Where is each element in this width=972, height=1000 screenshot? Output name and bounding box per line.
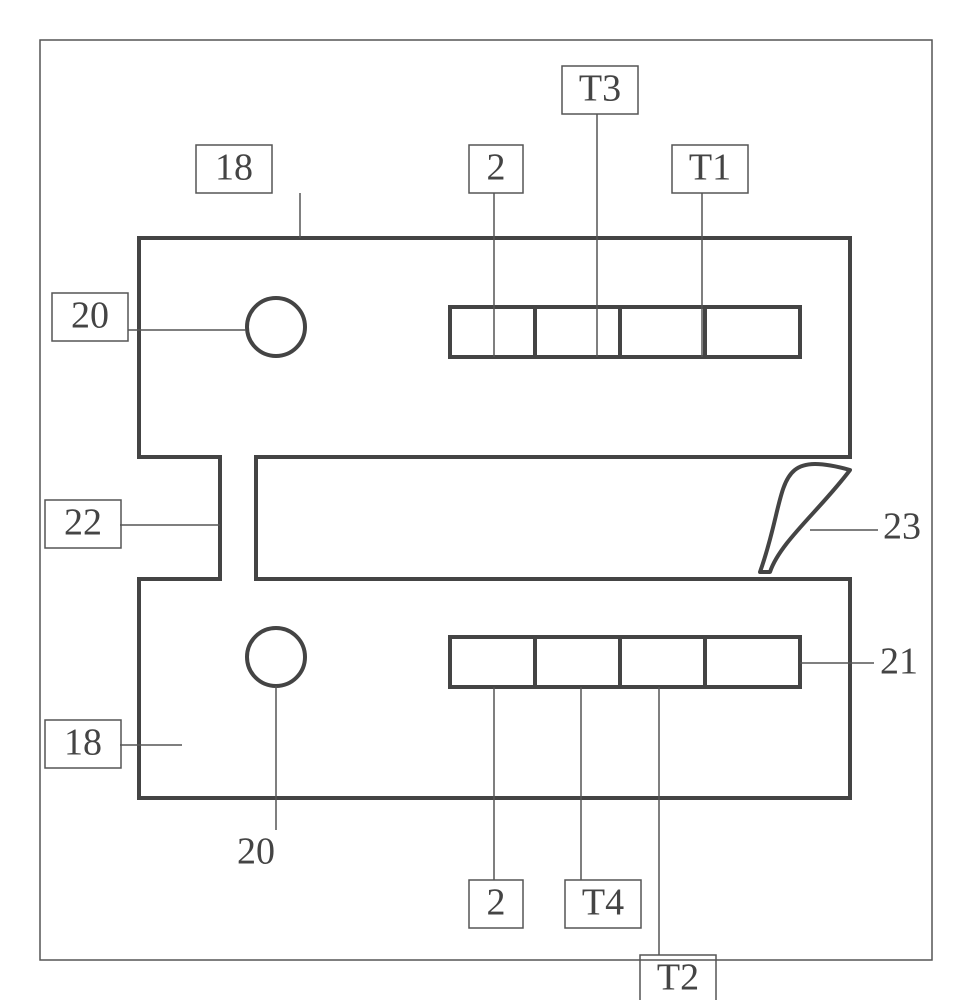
- label-L23: 23: [883, 506, 921, 548]
- label-L22: 22: [64, 502, 102, 544]
- label-L21: 21: [880, 641, 918, 683]
- label-L2_top: 2: [487, 147, 506, 189]
- label-LT1: T1: [689, 147, 731, 189]
- connector-fill: [220, 457, 256, 579]
- label-LT2: T2: [657, 957, 699, 999]
- label-L18_bot: 18: [64, 722, 102, 764]
- upper-circle: [247, 298, 305, 356]
- label-L20_bot: 20: [237, 831, 275, 873]
- lower-slot: [450, 637, 800, 687]
- label-L20_top: 20: [71, 295, 109, 337]
- label-LT4: T4: [582, 882, 624, 924]
- label-L18_top: 18: [215, 147, 253, 189]
- hook-23: [760, 464, 850, 572]
- label-LT3: T3: [579, 68, 621, 110]
- upper-slot: [450, 307, 800, 357]
- diagram-canvas: 18 2 T3 T1 20 22 23 18 20 21 2 T4 T2: [0, 0, 972, 1000]
- lower-circle: [247, 628, 305, 686]
- label-L2_bot: 2: [487, 882, 506, 924]
